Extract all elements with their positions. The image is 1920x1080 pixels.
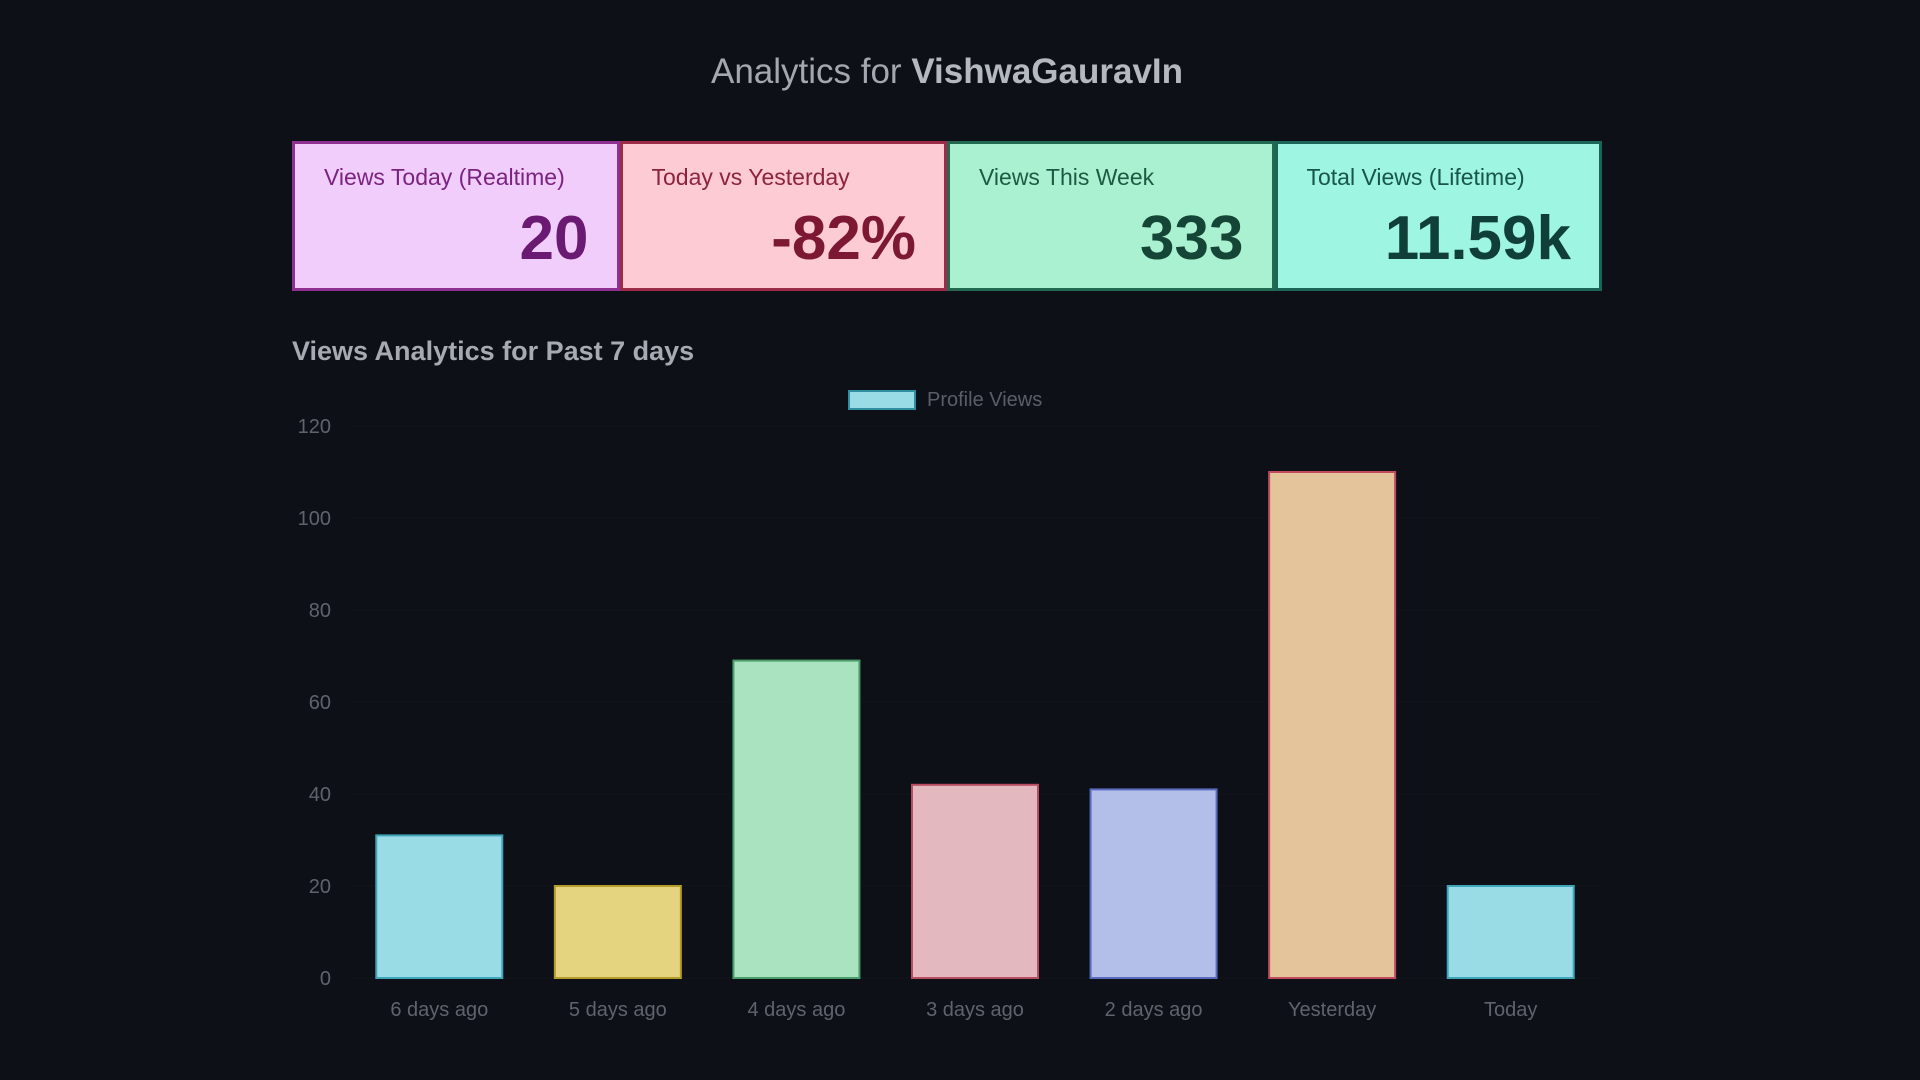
card-value: 11.59k [1384, 204, 1571, 273]
y-tick-label: 40 [309, 784, 331, 806]
username: VishwaGauravIn [911, 52, 1184, 91]
card-today-vs-yesterday: Today vs Yesterday -82% [619, 141, 947, 291]
bar-4-days-ago[interactable] [732, 659, 861, 979]
page-title: Analytics for VishwaGauravIn [0, 52, 1894, 92]
y-tick-label: 120 [298, 416, 331, 438]
card-value: 20 [519, 204, 589, 273]
x-tick-label: 2 days ago [1105, 999, 1203, 1021]
chart-legend[interactable]: Profile Views [848, 389, 1042, 411]
card-value: -82% [771, 204, 916, 273]
bar-yesterday[interactable] [1268, 471, 1397, 979]
bar-3-days-ago[interactable] [911, 783, 1039, 979]
card-views-this-week: Views This Week 333 [947, 141, 1275, 291]
bar-2-days-ago[interactable] [1089, 788, 1218, 980]
title-prefix: Analytics for [710, 52, 902, 91]
x-tick-label: 6 days ago [390, 999, 488, 1021]
card-label: Views Today (Realtime) [324, 164, 565, 190]
x-axis-ticks: 6 days ago 5 days ago 4 days ago 3 days ago… [390, 999, 1537, 1021]
card-label: Views This Week [979, 164, 1155, 190]
chart-section-title: Views Analytics for Past 7 days [292, 336, 695, 366]
bar-6-days-ago[interactable] [375, 834, 504, 980]
y-tick-label: 60 [309, 692, 331, 714]
legend-label[interactable]: Profile Views [927, 389, 1042, 411]
card-total-views: Total Views (Lifetime) 11.59k [1274, 141, 1602, 291]
card-value: 333 [1140, 204, 1244, 273]
y-axis-ticks: 0 20 40 60 80 100 120 [298, 416, 331, 990]
card-views-today: Views Today (Realtime) 20 [292, 141, 620, 291]
y-tick-label: 20 [309, 876, 331, 898]
bar-5-days-ago[interactable] [553, 885, 682, 979]
y-tick-label: 80 [309, 600, 331, 622]
x-tick-label: 3 days ago [926, 999, 1024, 1021]
x-tick-label: Today [1484, 999, 1537, 1021]
x-tick-label: 4 days ago [747, 999, 845, 1021]
y-tick-label: 0 [320, 968, 331, 990]
chart-bars [375, 471, 1575, 980]
y-tick-label: 100 [298, 508, 331, 530]
card-label: Total Views (Lifetime) [1306, 164, 1525, 190]
card-label: Today vs Yesterday [651, 164, 850, 190]
bar-today[interactable] [1446, 885, 1575, 979]
stat-cards: Views Today (Realtime) 20 Today vs Yeste… [292, 141, 1602, 291]
legend-swatch[interactable] [848, 390, 916, 410]
x-tick-label: 5 days ago [569, 999, 667, 1021]
x-tick-label: Yesterday [1288, 999, 1376, 1021]
